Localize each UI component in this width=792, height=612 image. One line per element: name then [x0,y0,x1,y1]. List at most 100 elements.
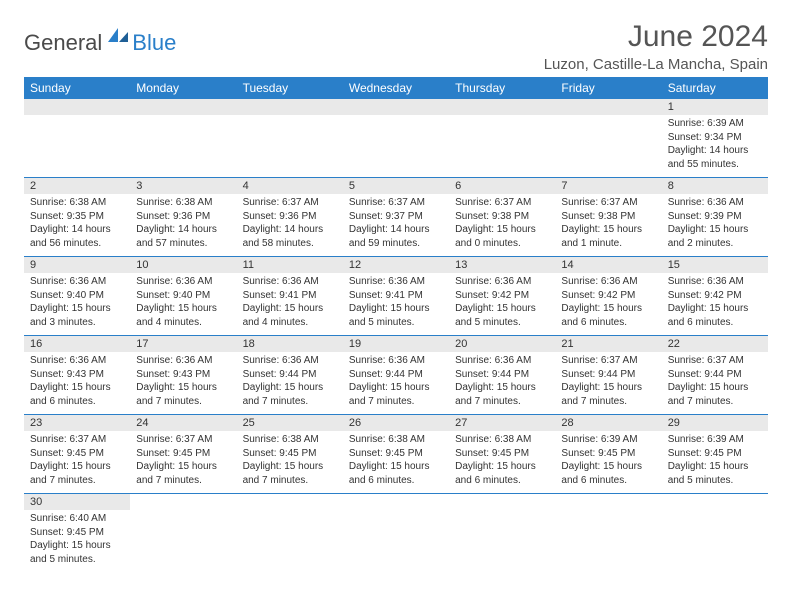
sunrise-text: Sunrise: 6:37 AM [243,196,337,210]
sunset-text: Sunset: 9:37 PM [349,210,443,224]
sunset-text: Sunset: 9:41 PM [243,289,337,303]
day-number-cell: 26 [343,415,449,432]
daylight-text: Daylight: 15 hours and 6 minutes. [349,460,443,487]
day-details-cell [343,115,449,178]
day-number-cell: 20 [449,336,555,353]
day-number-cell [662,494,768,511]
weekday-header: Sunday [24,77,130,99]
title-block: June 2024 Luzon, Castille-La Mancha, Spa… [544,20,768,73]
weekday-header-row: SundayMondayTuesdayWednesdayThursdayFrid… [24,77,768,99]
day-details-cell [555,510,661,572]
sunset-text: Sunset: 9:34 PM [668,131,762,145]
sunrise-text: Sunrise: 6:38 AM [243,433,337,447]
day-details-cell: Sunrise: 6:37 AMSunset: 9:45 PMDaylight:… [130,431,236,494]
sunset-text: Sunset: 9:45 PM [349,447,443,461]
day-details-row: Sunrise: 6:40 AMSunset: 9:45 PMDaylight:… [24,510,768,572]
daylight-text: Daylight: 15 hours and 7 minutes. [243,381,337,408]
sunrise-text: Sunrise: 6:39 AM [668,433,762,447]
daylight-text: Daylight: 14 hours and 59 minutes. [349,223,443,250]
day-number-row: 16171819202122 [24,336,768,353]
sunset-text: Sunset: 9:42 PM [561,289,655,303]
day-number-cell [237,494,343,511]
day-details-cell: Sunrise: 6:36 AMSunset: 9:41 PMDaylight:… [343,273,449,336]
day-number-cell [24,99,130,115]
day-details-cell: Sunrise: 6:36 AMSunset: 9:39 PMDaylight:… [662,194,768,257]
sunrise-text: Sunrise: 6:36 AM [30,275,124,289]
day-number-cell: 2 [24,178,130,195]
sunset-text: Sunset: 9:43 PM [30,368,124,382]
sunrise-text: Sunrise: 6:36 AM [243,275,337,289]
sunset-text: Sunset: 9:42 PM [668,289,762,303]
daylight-text: Daylight: 15 hours and 1 minute. [561,223,655,250]
daylight-text: Daylight: 15 hours and 7 minutes. [243,460,337,487]
sunrise-text: Sunrise: 6:38 AM [30,196,124,210]
day-details-cell: Sunrise: 6:36 AMSunset: 9:43 PMDaylight:… [130,352,236,415]
day-number-cell: 4 [237,178,343,195]
day-details-cell: Sunrise: 6:36 AMSunset: 9:42 PMDaylight:… [662,273,768,336]
day-number-cell: 18 [237,336,343,353]
day-details-row: Sunrise: 6:36 AM Sunset: 9:40 PM Daylight:… [24,273,768,336]
daylight-text: Daylight: 15 hours and 7 minutes. [30,460,124,487]
sunset-text: Sunset: 9:35 PM [30,210,124,224]
day-details-cell: Sunrise: 6:38 AMSunset: 9:35 PMDaylight:… [24,194,130,257]
daylight-text: Daylight: 15 hours and 7 minutes. [136,381,230,408]
sunset-text: Sunset: 9:45 PM [30,526,124,540]
day-details-cell [24,115,130,178]
daylight-text: Daylight: 15 hours and 5 minutes. [349,302,443,329]
day-number-cell: 15 [662,257,768,274]
day-details-row: Sunrise: 6:39 AMSunset: 9:34 PMDaylight:… [24,115,768,178]
sunrise-text: Sunrise: 6:38 AM [136,196,230,210]
daylight-text: Daylight: 15 hours and 6 minutes. [668,302,762,329]
sunrise-text: Sunrise: 6:37 AM [561,354,655,368]
day-details-cell: Sunrise: 6:40 AMSunset: 9:45 PMDaylight:… [24,510,130,572]
day-number-cell: 3 [130,178,236,195]
day-number-cell: 7 [555,178,661,195]
day-number-cell [449,494,555,511]
sunrise-text: Sunrise: 6:37 AM [30,433,124,447]
daylight-text: Daylight: 14 hours and 56 minutes. [30,223,124,250]
sunset-text: Sunset: 9:40 PM [136,289,230,303]
day-number-cell [130,99,236,115]
day-number-cell: 6 [449,178,555,195]
day-details-cell [555,115,661,178]
sunrise-text: Sunrise: 6:37 AM [136,433,230,447]
sail-icon [106,26,130,49]
sunrise-text: Sunrise: 6:36 AM [30,354,124,368]
day-details-cell [449,510,555,572]
day-details-cell: Sunrise: 6:37 AMSunset: 9:44 PMDaylight:… [662,352,768,415]
sunrise-text: Sunrise: 6:36 AM [136,354,230,368]
day-number-cell: 17 [130,336,236,353]
day-number-cell: 28 [555,415,661,432]
day-number-cell: 27 [449,415,555,432]
sunset-text: Sunset: 9:45 PM [243,447,337,461]
day-details-cell: Sunrise: 6:37 AMSunset: 9:44 PMDaylight:… [555,352,661,415]
day-number-row: 2345678 [24,178,768,195]
day-number-cell: 23 [24,415,130,432]
day-details-cell: Sunrise: 6:39 AMSunset: 9:34 PMDaylight:… [662,115,768,178]
day-number-cell: 9 [24,257,130,274]
location-text: Luzon, Castille-La Mancha, Spain [544,56,768,73]
sunrise-text: Sunrise: 6:39 AM [668,117,762,131]
day-details-cell [237,115,343,178]
day-details-cell: Sunrise: 6:39 AMSunset: 9:45 PMDaylight:… [662,431,768,494]
day-details-cell: Sunrise: 6:37 AMSunset: 9:38 PMDaylight:… [555,194,661,257]
daylight-text: Daylight: 15 hours and 3 minutes. [30,302,124,329]
day-number-cell: 22 [662,336,768,353]
sunset-text: Sunset: 9:44 PM [243,368,337,382]
weekday-header: Friday [555,77,661,99]
day-number-cell [449,99,555,115]
sunrise-text: Sunrise: 6:36 AM [561,275,655,289]
day-number-cell: 13 [449,257,555,274]
day-details-cell: Sunrise: 6:37 AMSunset: 9:37 PMDaylight:… [343,194,449,257]
day-number-cell: 29 [662,415,768,432]
day-details-cell: Sunrise: 6:37 AMSunset: 9:36 PMDaylight:… [237,194,343,257]
day-details-cell: Sunrise: 6:36 AMSunset: 9:44 PMDaylight:… [237,352,343,415]
sunrise-text: Sunrise: 6:38 AM [349,433,443,447]
sunset-text: Sunset: 9:38 PM [561,210,655,224]
day-number-cell: 11 [237,257,343,274]
sunset-text: Sunset: 9:39 PM [668,210,762,224]
sunset-text: Sunset: 9:44 PM [349,368,443,382]
day-number-cell: 24 [130,415,236,432]
daylight-text: Daylight: 15 hours and 2 minutes. [668,223,762,250]
sunrise-text: Sunrise: 6:37 AM [455,196,549,210]
